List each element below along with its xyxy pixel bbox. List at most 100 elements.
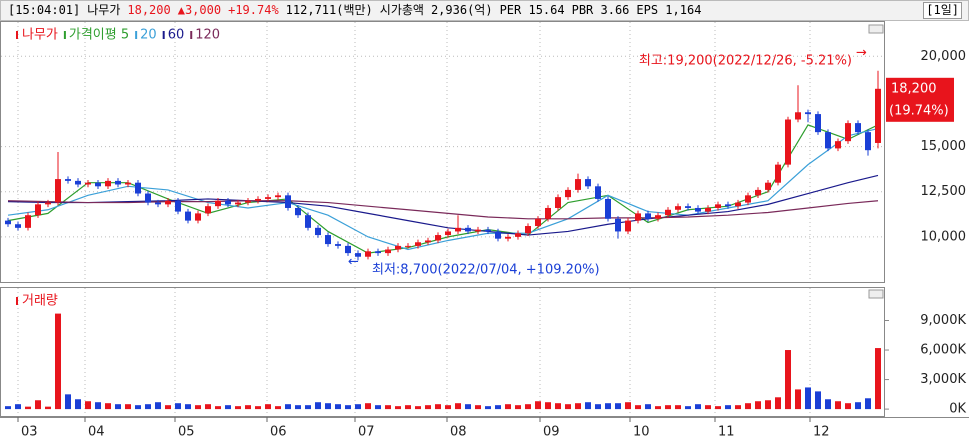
legend-swatch bbox=[162, 31, 165, 39]
candle-body bbox=[405, 245, 411, 247]
x-tick-label: 03 bbox=[21, 425, 38, 440]
candle-body bbox=[745, 195, 751, 203]
candle-body bbox=[795, 112, 801, 120]
last-price: 18,200 bbox=[891, 81, 937, 96]
volume-bar bbox=[585, 402, 591, 410]
candle-body bbox=[305, 215, 311, 228]
candle-body bbox=[655, 215, 661, 219]
volume-bar bbox=[465, 404, 471, 410]
candle-body bbox=[325, 235, 331, 245]
candle-body bbox=[235, 202, 241, 205]
header-item: 18,200 bbox=[127, 3, 171, 17]
volume-bar bbox=[375, 405, 381, 410]
candle-body bbox=[775, 164, 781, 183]
header-item: 나무가 bbox=[87, 3, 121, 17]
candle-body bbox=[15, 224, 21, 228]
volume-bar bbox=[545, 402, 551, 410]
candle-body bbox=[505, 236, 511, 239]
volume-bar bbox=[195, 405, 201, 410]
period-button[interactable]: [1일] bbox=[923, 2, 962, 19]
candle-body bbox=[635, 213, 641, 221]
volume-bar bbox=[45, 406, 51, 410]
ma-line bbox=[7, 200, 879, 220]
candle-body bbox=[155, 202, 161, 205]
candle-body bbox=[515, 233, 521, 237]
volume-bar bbox=[405, 405, 411, 410]
volume-panel bbox=[0, 287, 885, 417]
panel-button[interactable] bbox=[868, 289, 884, 299]
volume-bar bbox=[875, 348, 881, 410]
volume-bar bbox=[595, 404, 601, 410]
volume-bar bbox=[825, 399, 831, 410]
volume-bar bbox=[305, 405, 311, 410]
volume-bar bbox=[865, 398, 871, 410]
candle-body bbox=[725, 204, 731, 207]
volume-bar bbox=[845, 403, 851, 410]
volume-bar bbox=[215, 406, 221, 410]
header-item: PBR 3.66 bbox=[571, 3, 630, 17]
volume-bar bbox=[835, 401, 841, 410]
legend-label: 거래량 bbox=[22, 294, 58, 309]
panel-button[interactable] bbox=[868, 24, 884, 34]
candle-body bbox=[205, 206, 211, 214]
volume-bar bbox=[5, 406, 11, 410]
volume-bar bbox=[385, 405, 391, 410]
volume-bar bbox=[645, 404, 651, 410]
y-tick-label: 6,000K bbox=[920, 343, 966, 358]
header-item: 2,936(억) bbox=[430, 3, 493, 17]
volume-bar bbox=[365, 403, 371, 410]
candle-body bbox=[285, 195, 291, 208]
candle-body bbox=[415, 242, 421, 246]
y-tick-label: 10,000 bbox=[921, 229, 967, 244]
volume-bar bbox=[15, 404, 21, 410]
volume-bar bbox=[265, 404, 271, 410]
candle-body bbox=[185, 211, 191, 221]
candle-body bbox=[215, 200, 221, 207]
candle-body bbox=[845, 123, 851, 142]
candle-body bbox=[145, 193, 151, 203]
legend-label: 120 bbox=[195, 28, 220, 43]
legend-label: 20 bbox=[140, 28, 157, 43]
legend-label: 60 bbox=[168, 28, 185, 43]
candle-body bbox=[575, 179, 581, 190]
candle-body bbox=[495, 231, 501, 239]
candle-body bbox=[755, 189, 761, 196]
volume-bar bbox=[755, 401, 761, 410]
candle-body bbox=[735, 202, 741, 207]
volume-bar bbox=[725, 405, 731, 410]
candle-body bbox=[335, 244, 341, 246]
candle-body bbox=[55, 179, 61, 203]
volume-bar bbox=[665, 405, 671, 410]
volume-bar bbox=[425, 405, 431, 410]
candle-body bbox=[645, 213, 651, 219]
candle-body bbox=[295, 207, 301, 216]
volume-bar bbox=[475, 405, 481, 410]
candle-body bbox=[625, 220, 631, 232]
candle-body bbox=[455, 227, 461, 232]
x-tick-label: 12 bbox=[813, 425, 830, 440]
candle-body bbox=[115, 180, 121, 185]
legend-swatch bbox=[135, 31, 138, 39]
high-arrow: → bbox=[856, 46, 867, 61]
candle-body bbox=[615, 218, 621, 232]
volume-bar bbox=[115, 404, 121, 410]
volume-bar bbox=[355, 404, 361, 410]
candle-body bbox=[255, 198, 261, 201]
volume-bar bbox=[335, 404, 341, 410]
y-tick-label: 9,000K bbox=[920, 313, 966, 328]
volume-bar bbox=[235, 406, 241, 410]
candle-body bbox=[45, 202, 51, 205]
volume-bar bbox=[775, 397, 781, 410]
legend-label: 가격이평 5 bbox=[69, 28, 129, 43]
low-arrow: ← bbox=[348, 255, 359, 270]
volume-bar bbox=[105, 403, 111, 410]
candle-body bbox=[345, 245, 351, 254]
candle-body bbox=[685, 206, 691, 208]
volume-bar bbox=[325, 403, 331, 410]
volume-bar bbox=[795, 389, 801, 410]
candle-body bbox=[25, 215, 31, 228]
x-tick-label: 09 bbox=[543, 425, 560, 440]
volume-bar bbox=[735, 405, 741, 410]
price-panel bbox=[0, 21, 885, 283]
